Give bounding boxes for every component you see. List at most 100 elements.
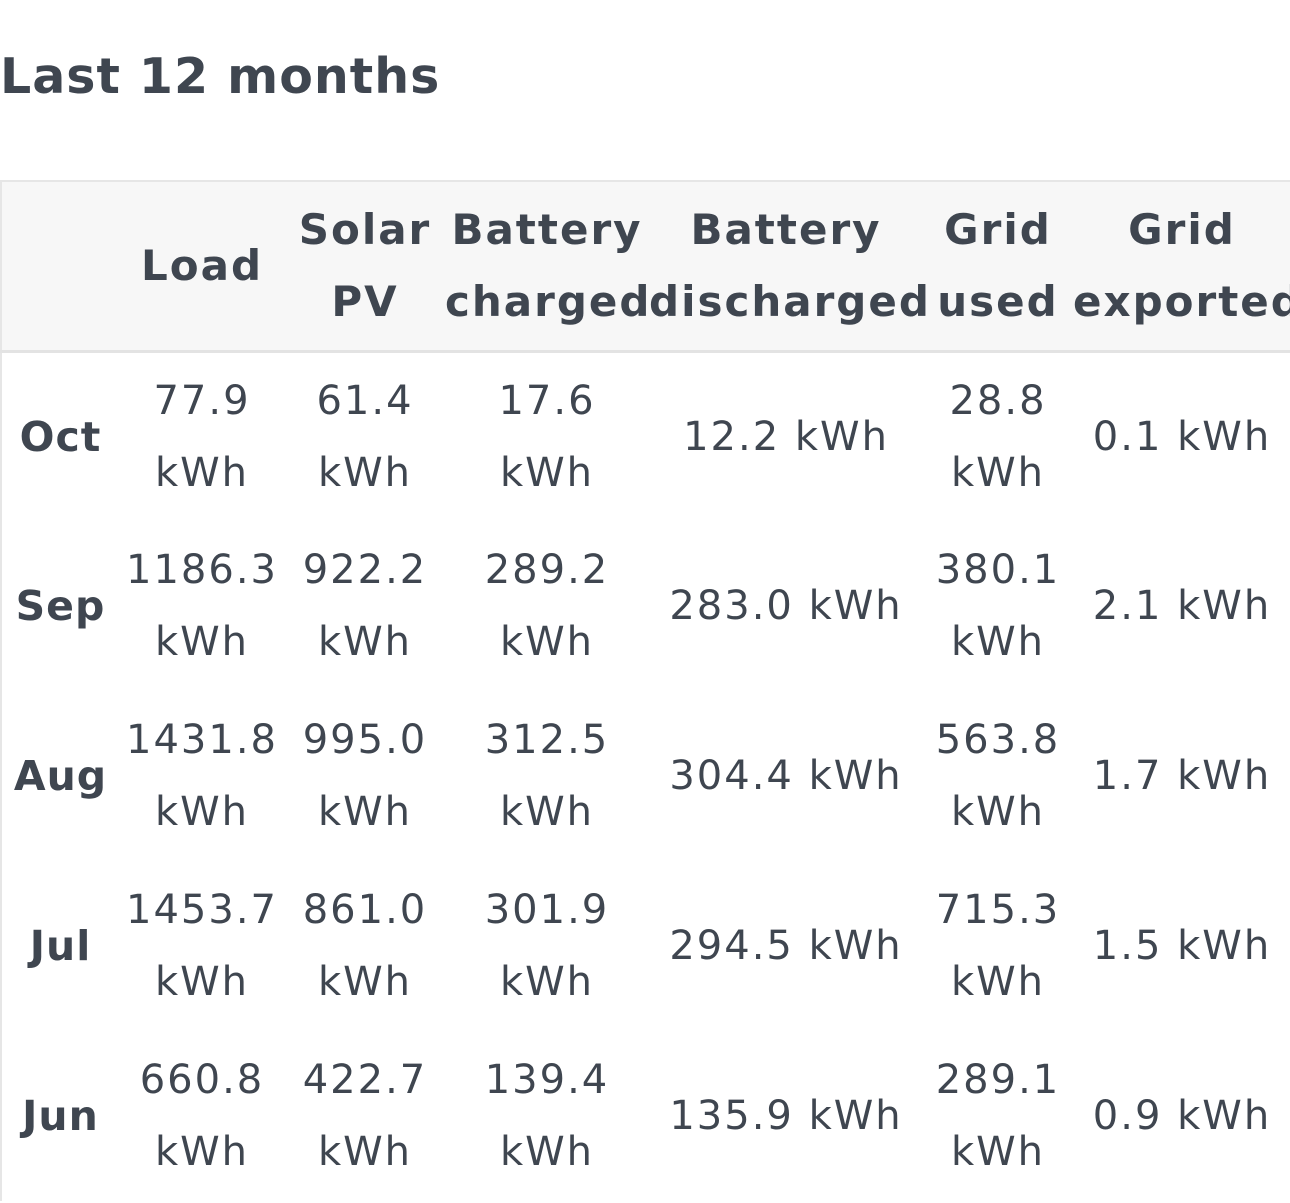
header-gused-line1: Grid bbox=[944, 204, 1052, 254]
unit-label: kWh bbox=[499, 449, 595, 496]
solar-cell: 61.4 kWh bbox=[285, 351, 445, 521]
header-solar-pv: Solar PV bbox=[285, 180, 445, 353]
header-solar-line1: Solar bbox=[298, 204, 432, 254]
battery-charged-value: 289.2 bbox=[484, 547, 610, 593]
solar-cell: 995.0 kWh bbox=[285, 691, 445, 861]
header-bdis-line2: discharged bbox=[649, 276, 931, 326]
solar-cell: 922.2 kWh bbox=[285, 521, 445, 691]
header-load-line: Load bbox=[140, 240, 264, 290]
section-title: Last 12 months bbox=[0, 48, 441, 105]
grid-used-cell: 380.1 kWh bbox=[923, 521, 1073, 691]
battery-charged-cell: 139.4 kWh bbox=[445, 1031, 649, 1201]
battery-discharged-cell: 283.0 kWh bbox=[649, 521, 923, 691]
battery-charged-cell: 289.2 kWh bbox=[445, 521, 649, 691]
month-cell: Aug bbox=[0, 691, 119, 861]
unit-label: kWh bbox=[499, 619, 595, 665]
unit-label: kWh bbox=[950, 1129, 1046, 1175]
load-value: 77.9 bbox=[153, 377, 251, 424]
table-row: Sep 1186.3 kWh 922.2 kWh 289.2 kWh 283.0 kW… bbox=[0, 521, 1290, 691]
unit-label: kWh bbox=[154, 1129, 250, 1175]
battery-discharged-value: 304.4 kWh bbox=[669, 753, 903, 799]
header-month bbox=[0, 180, 119, 353]
header-gused-line2: used bbox=[937, 276, 1059, 326]
battery-discharged-cell: 304.4 kWh bbox=[649, 691, 923, 861]
battery-discharged-value: 283.0 kWh bbox=[669, 583, 903, 629]
grid-exported-value: 0.1 kWh bbox=[1092, 413, 1272, 460]
battery-charged-value: 301.9 bbox=[484, 887, 610, 933]
battery-discharged-value: 135.9 kWh bbox=[669, 1093, 903, 1139]
grid-exported-cell: 1.7 kWh bbox=[1073, 691, 1290, 861]
battery-charged-cell: 301.9 kWh bbox=[445, 861, 649, 1031]
month-cell: Oct bbox=[0, 351, 119, 521]
unit-label: kWh bbox=[154, 449, 250, 496]
grid-exported-cell: 0.1 kWh bbox=[1073, 351, 1290, 521]
unit-label: kWh bbox=[154, 789, 250, 835]
grid-used-cell: 563.8 kWh bbox=[923, 691, 1073, 861]
grid-used-cell: 715.3 kWh bbox=[923, 861, 1073, 1031]
load-cell: 77.9 kWh bbox=[119, 351, 285, 521]
table-row: Oct 77.9 kWh 61.4 kWh 17.6 kWh 12.2 kWh 28.… bbox=[0, 351, 1290, 521]
unit-label: kWh bbox=[317, 619, 413, 665]
battery-discharged-cell: 294.5 kWh bbox=[649, 861, 923, 1031]
unit-label: kWh bbox=[499, 789, 595, 835]
grid-used-value: 380.1 bbox=[935, 547, 1061, 593]
load-cell: 1186.3 kWh bbox=[119, 521, 285, 691]
battery-charged-cell: 17.6 kWh bbox=[445, 351, 649, 521]
header-grid-exported: Grid exported bbox=[1073, 180, 1290, 353]
battery-discharged-value: 12.2 kWh bbox=[683, 413, 889, 460]
load-value: 1431.8 bbox=[126, 717, 278, 763]
battery-charged-value: 312.5 bbox=[484, 717, 610, 763]
month-cell: Jul bbox=[0, 861, 119, 1031]
header-row: Load Solar PV Battery charged Battery di… bbox=[0, 180, 1290, 353]
grid-exported-value: 0.9 kWh bbox=[1092, 1093, 1272, 1139]
load-cell: 660.8 kWh bbox=[119, 1031, 285, 1201]
unit-label: kWh bbox=[950, 449, 1046, 496]
grid-used-value: 289.1 bbox=[935, 1057, 1061, 1103]
battery-discharged-cell: 135.9 kWh bbox=[649, 1031, 923, 1201]
header-load: Load bbox=[119, 180, 285, 353]
unit-label: kWh bbox=[950, 959, 1046, 1005]
solar-cell: 861.0 kWh bbox=[285, 861, 445, 1031]
unit-label: kWh bbox=[317, 959, 413, 1005]
table-row: Aug 1431.8 kWh 995.0 kWh 312.5 kWh 304.4 kW… bbox=[0, 691, 1290, 861]
battery-charged-cell: 312.5 kWh bbox=[445, 691, 649, 861]
unit-label: kWh bbox=[317, 449, 413, 496]
header-gexp-line1: Grid bbox=[1128, 204, 1236, 254]
battery-charged-value: 139.4 bbox=[484, 1057, 610, 1103]
grid-used-cell: 28.8 kWh bbox=[923, 351, 1073, 521]
header-solar-line2: PV bbox=[331, 276, 399, 326]
load-cell: 1431.8 kWh bbox=[119, 691, 285, 861]
unit-label: kWh bbox=[950, 789, 1046, 835]
header-gexp-line2: exported bbox=[1073, 276, 1290, 326]
month-cell: Sep bbox=[0, 521, 119, 691]
grid-exported-cell: 0.9 kWh bbox=[1073, 1031, 1290, 1201]
load-cell: 1453.7 kWh bbox=[119, 861, 285, 1031]
solar-value: 61.4 bbox=[316, 377, 414, 424]
unit-label: kWh bbox=[317, 789, 413, 835]
battery-discharged-cell: 12.2 kWh bbox=[649, 351, 923, 521]
unit-label: kWh bbox=[154, 619, 250, 665]
header-bdis-line1: Battery bbox=[690, 204, 882, 254]
unit-label: kWh bbox=[154, 959, 250, 1005]
solar-value: 995.0 bbox=[302, 717, 428, 763]
solar-value: 922.2 bbox=[302, 547, 428, 593]
energy-table-container: Load Solar PV Battery charged Battery di… bbox=[0, 180, 1290, 1201]
solar-value: 861.0 bbox=[302, 887, 428, 933]
unit-label: kWh bbox=[950, 619, 1046, 665]
battery-charged-value: 17.6 bbox=[498, 377, 596, 424]
table-row: Jun 660.8 kWh 422.7 kWh 139.4 kWh 135.9 kWh… bbox=[0, 1031, 1290, 1201]
header-battery-discharged: Battery discharged bbox=[649, 180, 931, 353]
unit-label: kWh bbox=[317, 1129, 413, 1175]
table-body: Oct 77.9 kWh 61.4 kWh 17.6 kWh 12.2 kWh 28.… bbox=[0, 351, 1290, 1201]
grid-used-value: 28.8 bbox=[949, 377, 1047, 424]
grid-exported-cell: 1.5 kWh bbox=[1073, 861, 1290, 1031]
table-row: Jul 1453.7 kWh 861.0 kWh 301.9 kWh 294.5 kW… bbox=[0, 861, 1290, 1031]
load-value: 1186.3 bbox=[126, 547, 278, 593]
grid-exported-value: 2.1 kWh bbox=[1092, 583, 1272, 629]
load-value: 660.8 bbox=[139, 1057, 265, 1103]
grid-used-value: 563.8 bbox=[935, 717, 1061, 763]
header-battery-charged: Battery charged bbox=[445, 180, 649, 353]
unit-label: kWh bbox=[499, 1129, 595, 1175]
unit-label: kWh bbox=[499, 959, 595, 1005]
